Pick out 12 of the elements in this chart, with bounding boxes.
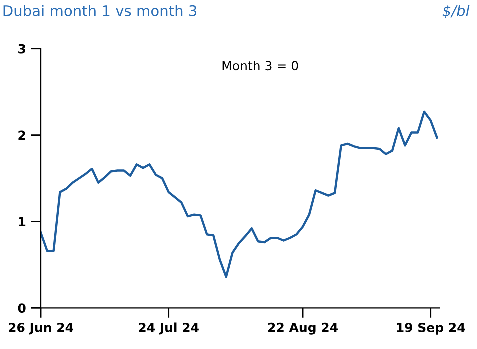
annotation: Month 3 = 0	[222, 60, 298, 71]
x-tick-label: 22 Aug 24	[268, 322, 338, 335]
x-tick-label: 24 Jul 24	[139, 322, 199, 335]
y-tick-label: 1	[19, 217, 26, 226]
x-tick-label: 26 Jun 24	[9, 322, 74, 335]
line-series	[41, 110, 438, 278]
y-tick-label: 3	[18, 44, 26, 54]
chart-title: Dubai month 1 vs month 3	[4, 5, 197, 16]
y-tick-label: 2	[18, 130, 26, 140]
y-tick-label: 0	[18, 304, 26, 314]
y-axis-title: $/bl	[442, 5, 470, 18]
x-tick-label: 19 Sep 24	[397, 322, 466, 335]
